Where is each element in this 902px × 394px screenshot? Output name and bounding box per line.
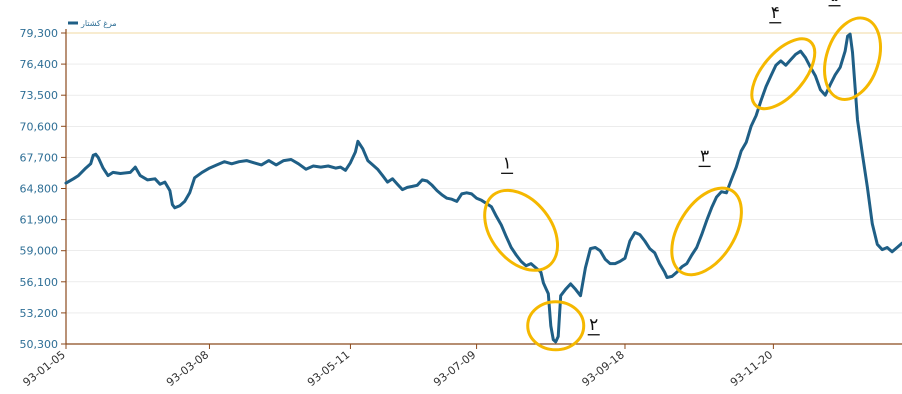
y-axis-ticks: 79,300 76,400 73,500 70,600 67,700 64,800 61,9…	[20, 27, 66, 351]
legend: مرغ کشتار	[68, 19, 117, 28]
annotation-label: ٣	[700, 146, 709, 166]
y-tick-label: 76,400	[20, 58, 59, 71]
axes	[65, 29, 902, 345]
y-tick-label: 79,300	[20, 27, 59, 40]
y-tick-label: 59,000	[20, 245, 59, 258]
annotation-label: ۴	[771, 3, 780, 23]
y-tick-label: 73,500	[20, 89, 59, 102]
legend-label: مرغ کشتار	[80, 19, 117, 28]
x-tick-label: 93-05-11	[305, 348, 352, 389]
annotations: ١ ٢ ٣ ۴ ۵	[483, 0, 882, 352]
annotation-ellipse	[670, 186, 743, 277]
x-axis-ticks: 93-01-05 93-03-08 93-05-11 93-07-09 93-09-18…	[20, 344, 775, 389]
y-tick-label: 70,600	[20, 120, 59, 133]
annotation-label: ۵	[830, 0, 839, 6]
series-line	[64, 32, 902, 344]
annotation-label: ٢	[589, 315, 598, 335]
y-tick-label: 56,100	[20, 276, 59, 289]
x-tick-label: 93-07-09	[431, 348, 478, 389]
annotation-ellipse	[823, 16, 882, 101]
y-tick-label: 50,300	[20, 338, 59, 351]
x-tick-label: 93-11-20	[728, 348, 775, 389]
annotation-label: ١	[503, 153, 512, 173]
x-tick-label: 93-03-08	[164, 348, 211, 389]
annotation-ellipse	[750, 37, 817, 111]
y-tick-label: 53,200	[20, 307, 59, 320]
annotation-ellipse	[526, 300, 586, 352]
annotation-ellipse	[483, 188, 560, 272]
series	[64, 32, 902, 344]
x-tick-label: 93-09-18	[579, 348, 626, 389]
x-tick-label: 93-01-05	[20, 348, 67, 389]
y-tick-label: 64,800	[20, 183, 59, 196]
y-tick-label: 67,700	[20, 151, 59, 164]
y-tick-label: 61,900	[20, 214, 59, 227]
